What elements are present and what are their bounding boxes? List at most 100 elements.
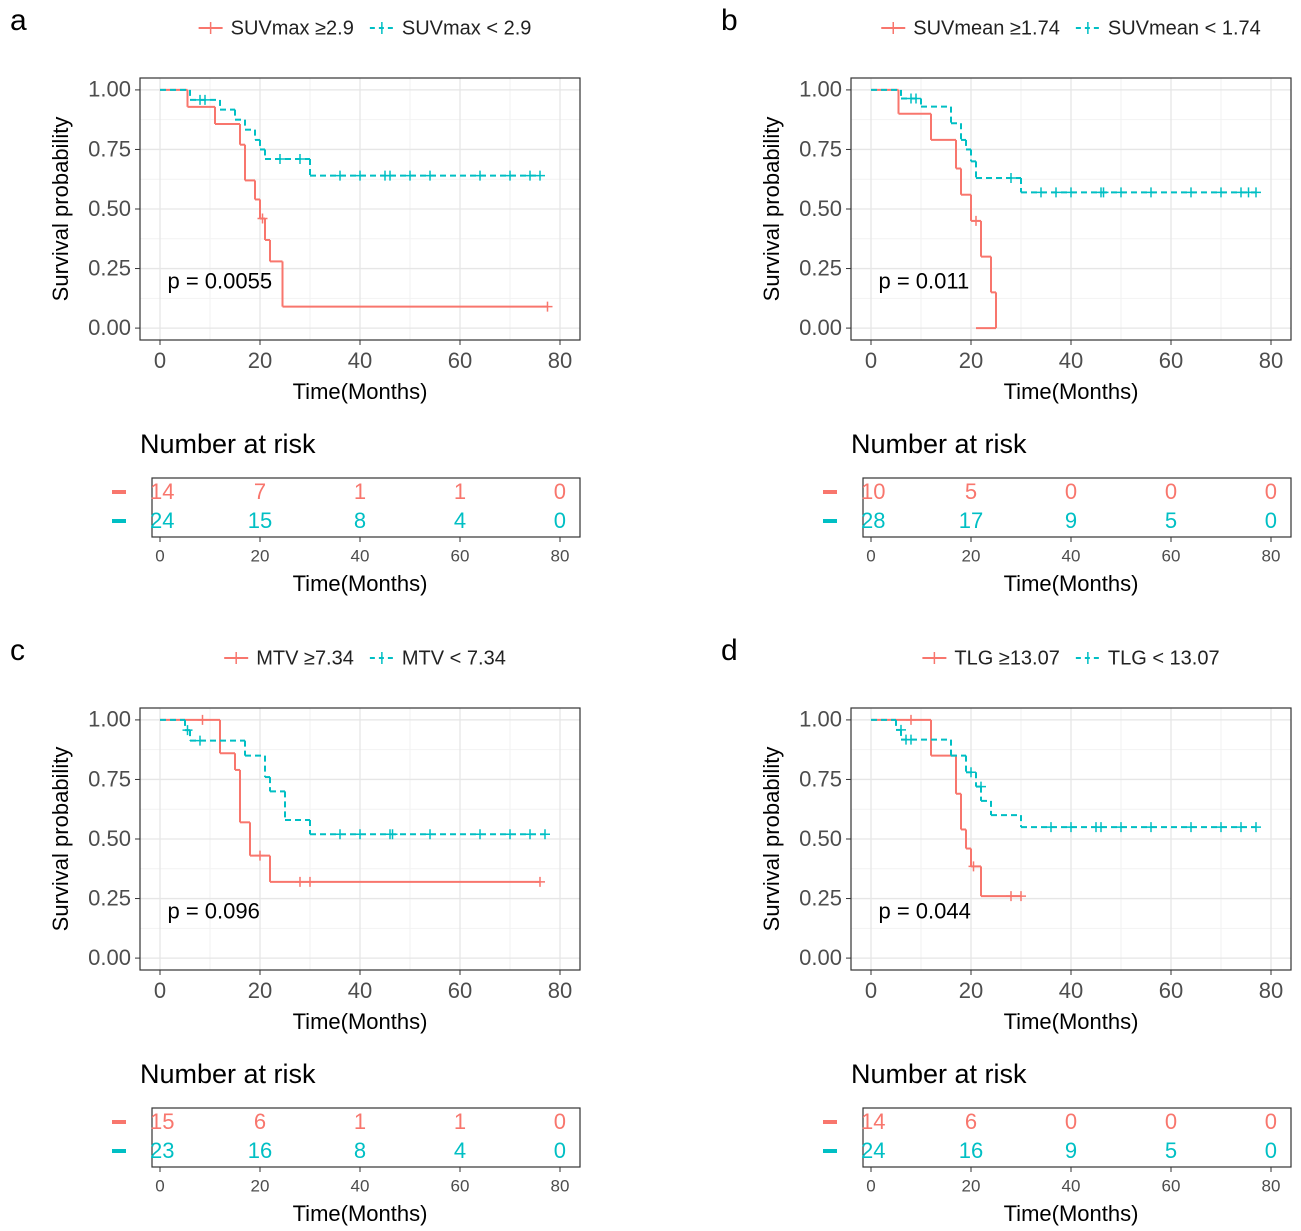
at-risk-count: 5 [1165, 508, 1177, 533]
censor-mark [425, 829, 435, 840]
at-risk-count: 16 [959, 1138, 983, 1163]
x-tick-label: 20 [248, 348, 272, 373]
at-risk-count: 0 [554, 1109, 566, 1134]
y-tick-label: 0.25 [88, 255, 131, 280]
panel: a SUVmax ≥2.9 SUVmax < 2.90 20 40 60 800.000.2… [10, 4, 581, 596]
p-value: p = 0.096 [168, 899, 260, 924]
at-risk-count: 16 [248, 1138, 272, 1163]
p-value: p = 0.0055 [168, 269, 273, 294]
at-risk-count: 6 [254, 1109, 266, 1134]
risk-x-tick-label: 80 [551, 1176, 570, 1195]
at-risk-count: 8 [354, 508, 366, 533]
censor-mark [525, 829, 535, 840]
at-risk-count: 24 [861, 1138, 885, 1163]
at-risk-count: 7 [254, 479, 266, 504]
risk-x-tick-label: 60 [1162, 546, 1181, 565]
censor-mark [335, 829, 345, 840]
at-risk-count: 0 [1165, 1109, 1177, 1134]
y-tick-label: 0.75 [799, 766, 842, 791]
censor-mark [1016, 891, 1026, 902]
censor-mark [971, 215, 981, 226]
risk-table-title: Number at risk [851, 429, 1027, 459]
x-axis-title: Time(Months) [1004, 1009, 1139, 1034]
censor-mark [896, 724, 906, 735]
at-risk-count: 5 [965, 479, 977, 504]
risk-x-tick-label: 80 [1262, 546, 1281, 565]
at-risk-count: 24 [150, 508, 174, 533]
censor-mark [1036, 187, 1046, 198]
censor-mark [425, 170, 435, 181]
censor-mark [1186, 822, 1196, 833]
at-risk-count: 14 [861, 1109, 885, 1134]
risk-table-box [151, 477, 581, 538]
risk-x-axis-title: Time(Months) [1004, 571, 1139, 596]
censor-mark [1236, 822, 1246, 833]
x-tick-label: 0 [865, 978, 877, 1003]
censor-mark [200, 94, 210, 105]
y-axis-title: Survival probability [759, 117, 784, 302]
x-tick-label: 20 [959, 978, 983, 1003]
panel: c MTV ≥7.34 MTV < 7.340 20 40 60 800.000.250.5… [10, 634, 581, 1226]
x-tick-label: 60 [448, 348, 472, 373]
censor-mark [257, 213, 268, 224]
at-risk-count: 0 [554, 1138, 566, 1163]
risk-x-tick-label: 60 [1162, 1176, 1181, 1195]
at-risk-count: 0 [1265, 508, 1277, 533]
at-risk-count: 0 [554, 479, 566, 504]
legend-label: SUVmax < 2.9 [402, 17, 532, 39]
censor-mark [405, 170, 415, 181]
risk-table-title: Number at risk [140, 1059, 316, 1089]
censor-mark [911, 93, 921, 104]
panel: d TLG ≥13.07 TLG < 13.070 20 40 60 800.000.250… [721, 634, 1292, 1226]
at-risk-count: 0 [1265, 1109, 1277, 1134]
censor-mark [1006, 891, 1016, 902]
censor-mark [305, 876, 315, 887]
risk-x-tick-label: 0 [866, 1176, 875, 1195]
censor-mark [906, 714, 916, 725]
censor-mark [295, 876, 305, 887]
risk-x-tick-label: 40 [351, 546, 370, 565]
censor-mark [475, 170, 485, 181]
at-risk-count: 23 [150, 1138, 174, 1163]
at-risk-count: 14 [150, 479, 174, 504]
legend: TLG ≥13.07 TLG < 13.07 [922, 647, 1220, 669]
at-risk-count: 1 [354, 479, 366, 504]
x-axis-title: Time(Months) [293, 1009, 428, 1034]
at-risk-count: 0 [1265, 479, 1277, 504]
y-tick-label: 0.25 [799, 885, 842, 910]
legend-label: TLG < 13.07 [1108, 647, 1220, 669]
at-risk-count: 15 [150, 1109, 174, 1134]
censor-mark [1046, 822, 1056, 833]
censor-mark [1096, 822, 1106, 833]
censor-mark [295, 153, 305, 164]
at-risk-count: 1 [354, 1109, 366, 1134]
at-risk-count: 4 [454, 1138, 466, 1163]
y-tick-label: 1.00 [88, 77, 131, 102]
censor-mark [355, 170, 365, 181]
p-value: p = 0.044 [879, 899, 971, 924]
censor-mark [968, 861, 979, 872]
censor-mark [1098, 187, 1109, 198]
censor-mark [535, 876, 545, 887]
at-risk-count: 8 [354, 1138, 366, 1163]
censor-mark [1251, 822, 1261, 833]
censor-mark [1146, 822, 1156, 833]
censor-mark [1116, 822, 1126, 833]
y-tick-label: 0.00 [88, 315, 131, 340]
p-value: p = 0.011 [879, 269, 970, 294]
at-risk-count: 28 [861, 508, 885, 533]
censor-mark [355, 829, 365, 840]
risk-x-tick-label: 0 [155, 546, 164, 565]
at-risk-count: 4 [454, 508, 466, 533]
at-risk-count: 1 [454, 479, 466, 504]
risk-x-tick-label: 20 [251, 1176, 270, 1195]
risk-x-tick-label: 40 [1062, 546, 1081, 565]
panel-label: d [721, 634, 738, 667]
censor-mark [906, 734, 916, 745]
y-tick-label: 0.25 [88, 885, 131, 910]
censor-mark [182, 725, 193, 736]
censor-mark [475, 829, 485, 840]
censor-mark [1116, 187, 1126, 198]
